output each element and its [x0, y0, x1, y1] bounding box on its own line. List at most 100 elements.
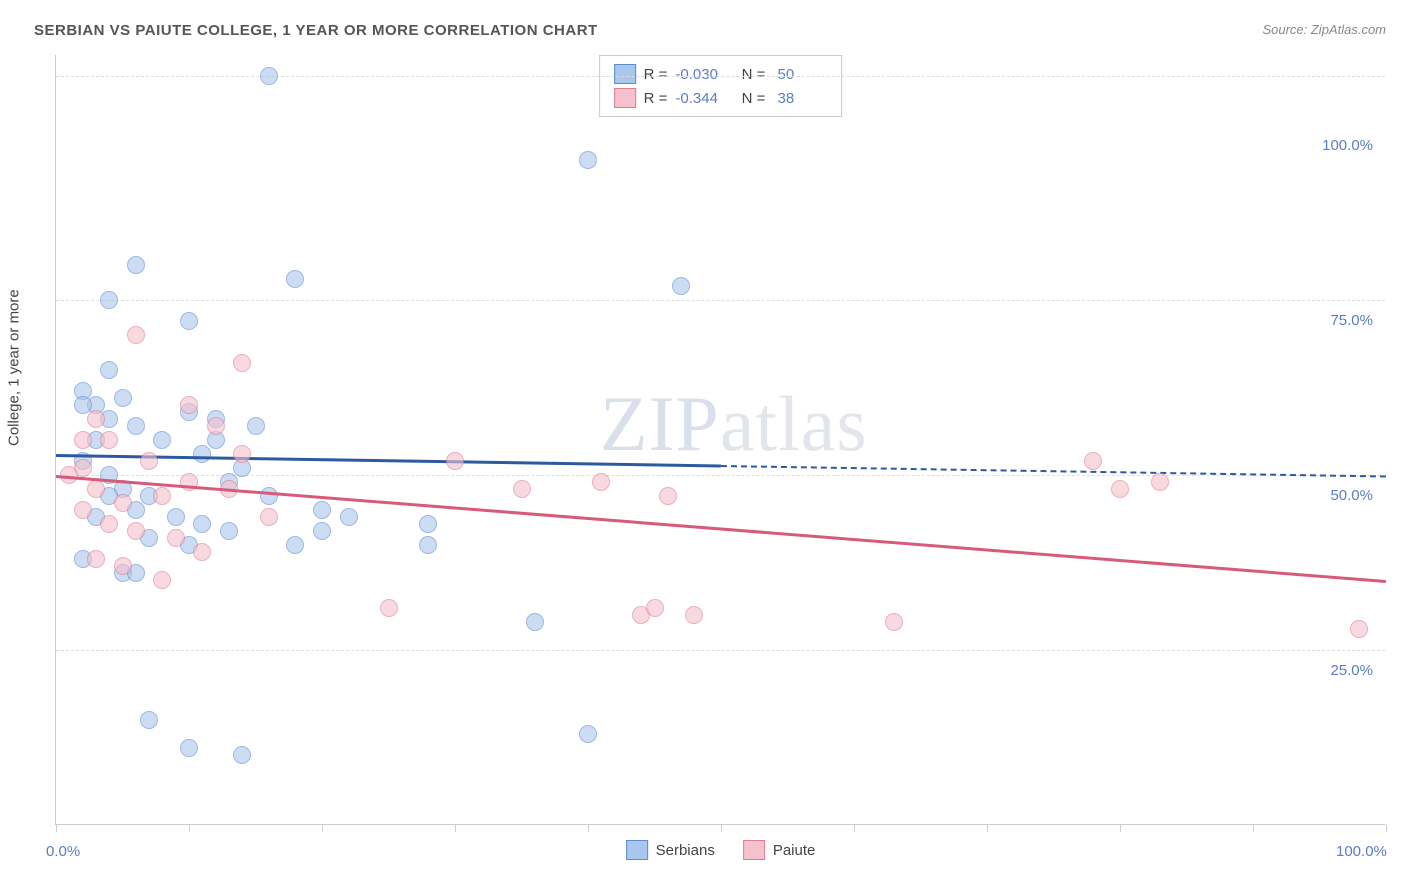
scatter-point	[579, 151, 597, 169]
scatter-point	[87, 480, 105, 498]
chart-title: SERBIAN VS PAIUTE COLLEGE, 1 YEAR OR MOR…	[34, 22, 598, 39]
scatter-point	[153, 487, 171, 505]
scatter-point	[140, 452, 158, 470]
scatter-point	[87, 550, 105, 568]
y-tick-label: 25.0%	[1330, 662, 1373, 679]
scatter-point	[260, 67, 278, 85]
y-tick-label: 50.0%	[1330, 487, 1373, 504]
legend-label: Serbians	[656, 842, 715, 859]
scatter-point	[114, 494, 132, 512]
scatter-point	[313, 501, 331, 519]
legend-n-value: 38	[773, 90, 827, 107]
legend-item: Paiute	[743, 840, 816, 860]
x-tick-label: 100.0%	[1336, 843, 1387, 860]
scatter-point	[646, 599, 664, 617]
legend-swatch	[614, 64, 636, 84]
scatter-point	[340, 508, 358, 526]
x-tick	[455, 824, 456, 832]
scatter-point	[685, 606, 703, 624]
scatter-point	[233, 445, 251, 463]
legend-r-label: R =	[644, 90, 668, 107]
x-tick	[588, 824, 589, 832]
scatter-point	[180, 396, 198, 414]
x-tick	[854, 824, 855, 832]
scatter-point	[592, 473, 610, 491]
scatter-point	[313, 522, 331, 540]
legend-n-label: N =	[737, 90, 765, 107]
legend-swatch	[743, 840, 765, 860]
scatter-plot: ZIPatlas R =-0.030 N = 50R =-0.344 N = 3…	[55, 55, 1385, 825]
legend-swatch	[626, 840, 648, 860]
scatter-point	[233, 746, 251, 764]
scatter-point	[286, 270, 304, 288]
gridline	[56, 475, 1385, 476]
scatter-point	[659, 487, 677, 505]
x-tick	[56, 824, 57, 832]
scatter-point	[153, 571, 171, 589]
legend-r-label: R =	[644, 66, 668, 83]
x-tick	[987, 824, 988, 832]
scatter-point	[672, 277, 690, 295]
scatter-point	[114, 557, 132, 575]
scatter-point	[419, 536, 437, 554]
y-axis-label: College, 1 year or more	[6, 289, 23, 446]
scatter-point	[140, 711, 158, 729]
legend-item: Serbians	[626, 840, 715, 860]
scatter-point	[127, 256, 145, 274]
scatter-point	[260, 487, 278, 505]
scatter-point	[180, 312, 198, 330]
correlation-legend: R =-0.030 N = 50R =-0.344 N = 38	[599, 55, 843, 117]
x-tick	[1386, 824, 1387, 832]
scatter-point	[180, 739, 198, 757]
source-label: Source: ZipAtlas.com	[1262, 22, 1386, 37]
legend-r-value: -0.344	[675, 90, 729, 107]
scatter-point	[286, 536, 304, 554]
scatter-point	[100, 291, 118, 309]
scatter-point	[207, 417, 225, 435]
x-tick	[1253, 824, 1254, 832]
x-tick-label: 0.0%	[46, 843, 80, 860]
scatter-point	[1151, 473, 1169, 491]
watermark: ZIPatlas	[600, 379, 868, 469]
scatter-point	[100, 361, 118, 379]
legend-label: Paiute	[773, 842, 816, 859]
scatter-point	[233, 354, 251, 372]
legend-n-value: 50	[773, 66, 827, 83]
scatter-point	[579, 725, 597, 743]
scatter-point	[446, 452, 464, 470]
legend-n-label: N =	[737, 66, 765, 83]
gridline	[56, 300, 1385, 301]
scatter-point	[513, 480, 531, 498]
scatter-point	[1084, 452, 1102, 470]
legend-swatch	[614, 88, 636, 108]
scatter-point	[193, 515, 211, 533]
scatter-point	[247, 417, 265, 435]
trend-line	[56, 475, 1386, 582]
scatter-point	[87, 410, 105, 428]
scatter-point	[1111, 480, 1129, 498]
gridline	[56, 76, 1385, 77]
scatter-point	[1350, 620, 1368, 638]
scatter-point	[127, 522, 145, 540]
scatter-point	[167, 508, 185, 526]
y-tick-label: 100.0%	[1322, 137, 1373, 154]
scatter-point	[193, 543, 211, 561]
scatter-point	[114, 389, 132, 407]
series-legend: Serbians Paiute	[626, 840, 816, 860]
y-tick-label: 75.0%	[1330, 312, 1373, 329]
legend-row: R =-0.030 N = 50	[614, 62, 828, 86]
scatter-point	[127, 326, 145, 344]
x-tick	[322, 824, 323, 832]
scatter-point	[100, 431, 118, 449]
scatter-point	[153, 431, 171, 449]
gridline	[56, 650, 1385, 651]
scatter-point	[74, 501, 92, 519]
scatter-point	[220, 522, 238, 540]
scatter-point	[167, 529, 185, 547]
scatter-point	[127, 417, 145, 435]
scatter-point	[419, 515, 437, 533]
scatter-point	[885, 613, 903, 631]
scatter-point	[100, 515, 118, 533]
legend-row: R = -0.344 N = 38	[614, 86, 828, 110]
x-tick	[189, 824, 190, 832]
